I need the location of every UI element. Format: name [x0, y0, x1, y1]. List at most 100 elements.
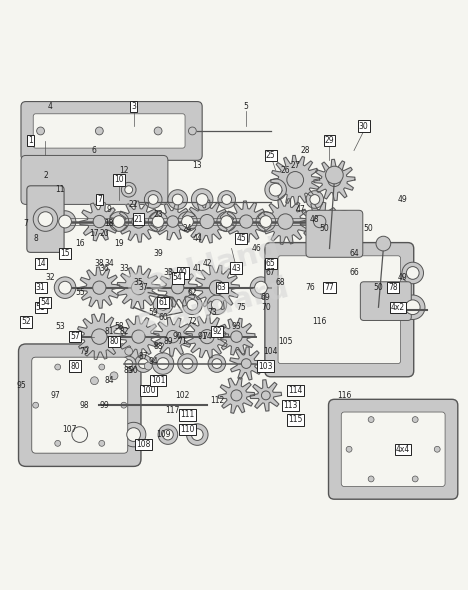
- Text: 42: 42: [202, 258, 212, 268]
- Polygon shape: [158, 268, 197, 307]
- Text: 49: 49: [398, 195, 408, 204]
- Polygon shape: [79, 267, 120, 308]
- Circle shape: [178, 354, 197, 373]
- Circle shape: [183, 295, 202, 314]
- Circle shape: [412, 417, 418, 422]
- Text: 69: 69: [261, 293, 271, 302]
- Circle shape: [121, 356, 136, 371]
- Circle shape: [66, 421, 94, 448]
- Circle shape: [209, 280, 224, 295]
- Text: 80: 80: [109, 337, 119, 346]
- Text: 35: 35: [134, 278, 143, 287]
- Polygon shape: [263, 199, 308, 244]
- Text: 84: 84: [104, 376, 114, 385]
- Text: 50: 50: [364, 224, 373, 234]
- Text: 50: 50: [320, 224, 329, 234]
- Text: 50: 50: [373, 283, 383, 292]
- Polygon shape: [154, 203, 191, 240]
- Circle shape: [402, 262, 424, 284]
- Text: 80: 80: [70, 362, 80, 371]
- FancyBboxPatch shape: [341, 412, 445, 487]
- Text: 89: 89: [163, 337, 173, 346]
- Text: 32: 32: [45, 273, 55, 283]
- Text: 33: 33: [163, 268, 173, 277]
- Circle shape: [191, 429, 203, 441]
- Polygon shape: [314, 159, 355, 201]
- Text: 40: 40: [178, 268, 188, 277]
- Text: 24: 24: [183, 224, 192, 234]
- Circle shape: [33, 207, 58, 231]
- Text: 109: 109: [156, 430, 170, 439]
- Circle shape: [314, 215, 326, 228]
- Circle shape: [127, 428, 140, 441]
- FancyBboxPatch shape: [21, 155, 168, 204]
- Text: 7: 7: [23, 219, 28, 228]
- Text: 18: 18: [104, 219, 114, 228]
- Circle shape: [221, 216, 233, 227]
- Text: 37: 37: [139, 283, 148, 292]
- Text: 93: 93: [232, 322, 241, 332]
- Polygon shape: [226, 201, 267, 242]
- Circle shape: [132, 281, 146, 295]
- Circle shape: [306, 191, 323, 208]
- Text: 58: 58: [114, 322, 124, 332]
- Circle shape: [99, 364, 105, 370]
- Text: 116: 116: [313, 317, 327, 326]
- FancyBboxPatch shape: [265, 242, 414, 377]
- Text: 104: 104: [263, 347, 278, 356]
- Circle shape: [121, 402, 127, 408]
- Text: 10: 10: [114, 175, 124, 185]
- Circle shape: [58, 215, 72, 228]
- Text: 5: 5: [244, 102, 249, 111]
- Circle shape: [125, 360, 132, 368]
- Circle shape: [157, 358, 169, 369]
- Circle shape: [154, 127, 162, 135]
- Circle shape: [262, 391, 270, 400]
- Circle shape: [178, 212, 197, 231]
- Circle shape: [182, 358, 193, 369]
- Circle shape: [196, 194, 208, 205]
- Text: 33: 33: [119, 264, 129, 273]
- Text: 51: 51: [36, 303, 45, 312]
- Text: 111: 111: [180, 411, 195, 419]
- Polygon shape: [118, 201, 159, 242]
- Circle shape: [231, 331, 242, 342]
- Polygon shape: [219, 378, 255, 413]
- Circle shape: [132, 215, 145, 228]
- Text: 41: 41: [192, 264, 202, 273]
- Text: 102: 102: [176, 391, 190, 400]
- Circle shape: [310, 195, 320, 204]
- Text: 88: 88: [154, 342, 163, 351]
- Text: 97: 97: [51, 391, 60, 400]
- Text: 3: 3: [131, 102, 136, 111]
- Polygon shape: [300, 202, 339, 241]
- Text: 12: 12: [119, 166, 129, 175]
- Circle shape: [187, 424, 208, 445]
- Text: 4: 4: [48, 102, 53, 111]
- Circle shape: [208, 355, 226, 372]
- Text: 85: 85: [124, 366, 133, 375]
- Text: 114: 114: [288, 386, 302, 395]
- Polygon shape: [230, 347, 263, 380]
- Polygon shape: [117, 266, 160, 309]
- Circle shape: [326, 166, 343, 184]
- Text: Bookland
Standard: Bookland Standard: [121, 234, 293, 342]
- Circle shape: [200, 215, 214, 228]
- Text: 54: 54: [173, 273, 183, 283]
- Circle shape: [376, 236, 391, 251]
- Text: 16: 16: [75, 239, 85, 248]
- Polygon shape: [250, 380, 281, 411]
- Circle shape: [287, 172, 304, 188]
- Text: 48: 48: [310, 215, 320, 224]
- FancyBboxPatch shape: [32, 357, 128, 453]
- Text: 39: 39: [153, 249, 163, 258]
- Text: 36: 36: [99, 264, 109, 273]
- Text: 79: 79: [80, 347, 89, 356]
- Circle shape: [212, 299, 222, 310]
- Circle shape: [167, 330, 179, 343]
- Circle shape: [401, 295, 425, 320]
- Circle shape: [93, 281, 106, 294]
- Text: 59: 59: [148, 307, 158, 317]
- Circle shape: [217, 212, 236, 231]
- Text: 78: 78: [388, 283, 398, 292]
